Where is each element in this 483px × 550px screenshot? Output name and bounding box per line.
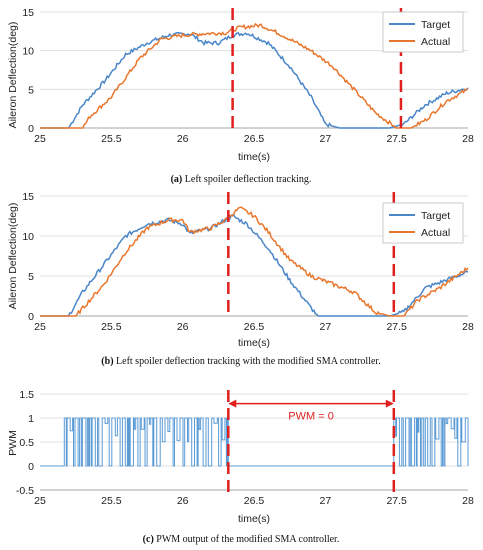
panel-c-x-ticks: 25 25.5 26 26.5 27 27.5 28: [34, 495, 474, 507]
panel-b-y-tick-label: 10: [22, 231, 34, 243]
panel-a-x-tick-label: 26: [177, 133, 189, 145]
panel-c-x-tick-label: 25: [34, 495, 46, 507]
panel-b-y-label: Aileron Deflection(deg): [7, 203, 19, 310]
panel-c-x-tick-label: 26: [177, 495, 189, 507]
panel-b-y-tick-label: 0: [28, 311, 34, 323]
panel-c-annotation-arrowhead-left: [228, 399, 237, 408]
panel-c-y-tick-label: 1.5: [19, 389, 34, 401]
panel-c-series: [40, 417, 469, 467]
panel-c-caption-label: (c): [143, 534, 154, 545]
panel-a-legend-label-actual: Actual: [421, 36, 450, 48]
panel-a-y-ticks: 0 5 10 15: [22, 7, 34, 135]
panel-b-y-ticks: 0 5 10 15: [22, 191, 34, 323]
panel-a-series-target-line: [40, 32, 469, 129]
panel-c-y-tick-label: 0: [28, 461, 34, 473]
panel-c-markers: [227, 390, 396, 492]
panel-a-caption: (a) Left spoiler deflection tracking.: [171, 174, 312, 185]
panel-a-series-actual-line: [40, 22, 469, 129]
panel-a-y-label: Aileron Deflection(deg): [7, 22, 19, 129]
panel-c-x-label: time(s): [238, 513, 270, 525]
panel-a-y-tick-label: 0: [28, 123, 34, 135]
panel-a-x-tick-label: 28: [462, 133, 474, 145]
panel-c-annotation-text: PWM = 0: [288, 411, 334, 423]
panel-b-legend: Target Actual: [382, 202, 464, 244]
panel-c-x-tick-label: 27.5: [386, 495, 407, 507]
panel-b-x-tick-label: 26: [177, 321, 189, 333]
panel-b-series-actual-line: [40, 206, 469, 317]
panel-a-y-tick-label: 10: [22, 46, 34, 58]
panel-a-y-tick-label: 15: [22, 7, 34, 19]
panel-a-y-tick-label: 5: [28, 84, 34, 96]
panel-c-caption-text: PWM output of the modified SMA controlle…: [154, 534, 340, 545]
panel-b-x-ticks: 25 25.5 26 26.5 27 27.5 28: [34, 321, 474, 333]
panel-a-series: [40, 22, 469, 129]
panel-b-markers: [227, 192, 396, 318]
panel-a-x-tick-label: 27: [319, 133, 331, 145]
panel-c-caption: (c) PWM output of the modified SMA contr…: [143, 534, 340, 545]
panel-b-y-tick-label: 5: [28, 271, 34, 283]
panel-b-grid: [40, 195, 468, 317]
panel-b-x-tick-label: 27.5: [386, 321, 407, 333]
panel-b: 25 25.5 26 26.5 27 27.5 28 0 5 10 15 time(s) Aile…: [7, 191, 474, 367]
panel-a: 25 25.5 26 26.5 27 27.5 28 0 5 10 15 time(s) Aile…: [7, 7, 474, 185]
panel-a-legend-label-target: Target: [421, 19, 450, 31]
panel-c: 25 25.5 26 26.5 27 27.5 28 -0.5 0 0.5 1 1.5 time(s…: [7, 389, 474, 545]
panel-c-x-tick-label: 27: [319, 495, 331, 507]
panel-c-x-tick-label: 26.5: [244, 495, 265, 507]
panel-b-series: [40, 206, 469, 317]
panel-b-x-tick-label: 26.5: [244, 321, 265, 333]
panel-b-caption-text: Left spoiler deflection tracking with th…: [114, 356, 381, 367]
panel-a-x-ticks: 25 25.5 26 26.5 27 27.5 28: [34, 133, 474, 145]
panel-a-x-tick-label: 25.5: [101, 133, 122, 145]
panel-a-x-tick-label: 27.5: [386, 133, 407, 145]
panel-c-y-tick-label: -0.5: [16, 485, 34, 497]
panel-a-x-tick-label: 25: [34, 133, 46, 145]
panel-c-x-tick-label: 25.5: [101, 495, 122, 507]
panel-b-legend-label-actual: Actual: [421, 227, 450, 239]
panel-c-annotation-arrowhead-right: [385, 399, 394, 408]
panel-a-legend-box: [382, 11, 464, 53]
panel-b-legend-box: [382, 202, 464, 244]
panel-a-x-label: time(s): [238, 151, 270, 163]
panel-b-legend-label-target: Target: [421, 210, 450, 222]
panel-b-caption-label: (b): [101, 356, 113, 367]
panel-c-y-tick-label: 0.5: [19, 437, 34, 449]
panel-a-caption-text: Left spoiler deflection tracking.: [182, 174, 311, 185]
panel-b-x-label: time(s): [238, 337, 270, 349]
panel-b-x-tick-label: 25: [34, 321, 46, 333]
panel-b-y-tick-label: 15: [22, 191, 34, 203]
panel-c-series-pwm-line: [40, 417, 469, 467]
panel-c-y-ticks: -0.5 0 0.5 1 1.5: [16, 389, 34, 497]
panel-b-x-tick-label: 27: [319, 321, 331, 333]
panel-c-annotation: PWM = 0: [228, 399, 394, 423]
panel-b-series-target-line: [40, 213, 469, 317]
panel-c-x-tick-label: 28: [462, 495, 474, 507]
panel-b-caption: (b) Left spoiler deflection tracking wit…: [101, 356, 380, 367]
panel-b-x-tick-label: 25.5: [101, 321, 122, 333]
panel-c-y-tick-label: 1: [28, 413, 34, 425]
panel-a-x-tick-label: 26.5: [244, 133, 265, 145]
panel-a-legend: Target Actual: [382, 11, 464, 53]
panel-c-y-label: PWM: [7, 430, 19, 456]
panel-a-caption-label: (a): [171, 174, 183, 185]
panel-b-x-tick-label: 28: [462, 321, 474, 333]
